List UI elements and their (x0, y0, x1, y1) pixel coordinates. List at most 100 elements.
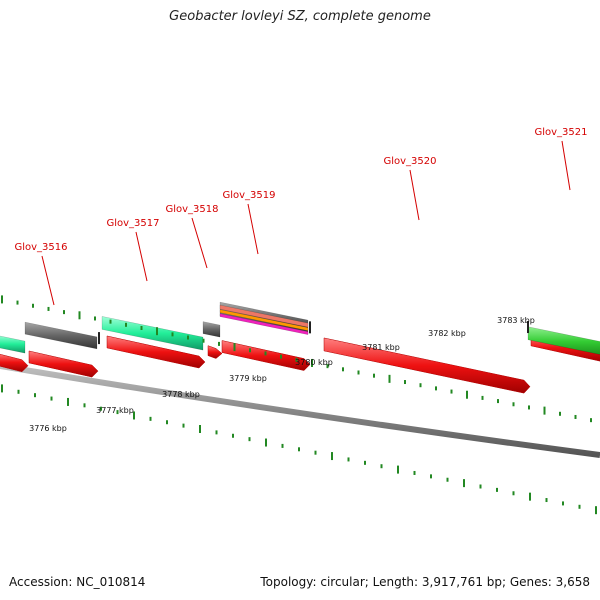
lower-scale-tick (545, 498, 548, 503)
upper-scale-tick (32, 303, 34, 308)
gene-label-glov-3516: Glov_3516 (14, 242, 67, 253)
upper-scale-tick (47, 306, 50, 311)
upper-scale-tick (342, 367, 344, 372)
upper-scale-tick (78, 311, 81, 320)
lower-scale-tick (529, 492, 531, 501)
lower-scale-tick (182, 423, 185, 428)
upper-scale-tick (543, 406, 546, 415)
upper-scale-tick (435, 386, 437, 391)
gene-label-leader (409, 169, 420, 221)
lower-scale-tick (397, 465, 399, 474)
cds-end-cap (527, 321, 529, 334)
upper-scale-tick (574, 414, 577, 419)
cds-forward-glov-3515 (0, 353, 29, 373)
map-title: Geobacter lovleyi SZ, complete genome (169, 9, 431, 24)
upper-scale-tick (497, 399, 499, 404)
lower-scale-tick (512, 491, 515, 496)
upper-scale-tick (419, 383, 422, 388)
upper-scale-tick (140, 326, 143, 331)
gene-label-leader (135, 231, 148, 282)
genome-backbone (0, 363, 600, 458)
cds-reverse-gray-glov-3518 (202, 321, 221, 338)
lower-scale-tick (149, 416, 152, 421)
cds-reverse-cyan-glov-3517 (101, 316, 204, 351)
upper-scale-tick (125, 322, 127, 327)
upper-scale-tick (218, 341, 220, 346)
gene-label-glov-3518: Glov_3518 (165, 204, 218, 215)
cds-reverse-gray-glov-3516 (24, 321, 98, 350)
scale-label-3778: 3778 kbp (162, 390, 200, 399)
lower-scale-tick (166, 420, 168, 425)
gene-label-leader (561, 140, 571, 191)
gene-label-leader (247, 203, 259, 255)
lower-scale-tick (83, 403, 86, 408)
lower-scale-tick (446, 477, 449, 482)
lower-scale-tick (133, 411, 135, 420)
cds-forward-glov-3517 (106, 335, 206, 369)
upper-scale-tick (233, 343, 236, 352)
cds-stripe-salmon (219, 304, 309, 328)
lower-scale-tick (281, 443, 284, 448)
upper-scale-tick (450, 389, 453, 394)
gene-label-glov-3520: Glov_3520 (383, 156, 436, 167)
lower-scale-tick (479, 484, 482, 489)
upper-scale-tick (590, 418, 592, 423)
lower-scale-tick (578, 504, 581, 509)
upper-scale-tick (171, 332, 174, 337)
upper-scale-tick (311, 358, 313, 367)
lower-scale-tick (215, 430, 218, 435)
lower-scale-tick (314, 450, 317, 455)
scale-label-3780: 3780 kbp (295, 358, 333, 367)
lower-scale-tick (34, 393, 36, 398)
cds-stripe-magenta (219, 313, 309, 335)
lower-scale-tick (1, 384, 3, 393)
lower-scale-tick (430, 474, 432, 479)
lower-scale-tick (364, 460, 366, 465)
upper-scale-tick (264, 351, 267, 356)
upper-scale-tick (156, 327, 158, 336)
cds-stripe-orange (219, 309, 309, 331)
lower-scale-tick (67, 397, 69, 406)
lower-scale-tick (232, 433, 234, 438)
gene-label-leader (41, 255, 55, 306)
lower-scale-tick (199, 425, 201, 433)
cds-forward-glov-3520 (323, 337, 531, 394)
gene-label-glov-3519: Glov_3519 (222, 190, 275, 201)
lower-scale-tick (265, 438, 267, 447)
lower-scale-tick (380, 464, 383, 469)
upper-scale-tick (187, 335, 189, 340)
upper-scale-tick (357, 370, 360, 375)
accession-text: Accession: NC_010814 (9, 575, 146, 589)
cds-reverse-green-glov-3521 (527, 326, 600, 355)
scale-label-3777: 3777 kbp (96, 406, 134, 415)
scale-label-3782: 3782 kbp (428, 329, 466, 338)
upper-scale-tick (249, 348, 251, 353)
lower-scale-tick (248, 437, 251, 442)
cds-forward-glov-3519 (221, 340, 311, 371)
upper-scale-tick (63, 310, 65, 315)
lower-scale-tick (100, 406, 102, 411)
lower-scale-tick (562, 501, 564, 506)
cds-end-cap (98, 332, 100, 345)
upper-scale-tick (559, 411, 561, 416)
upper-scale-tick (1, 295, 3, 304)
lower-scale-tick (413, 470, 416, 475)
lower-scale-tick (17, 389, 20, 394)
lower-scale-tick (298, 447, 300, 452)
lower-scale-tick (347, 457, 350, 462)
cds-reverse-cyan-left (0, 335, 26, 354)
upper-scale-tick (202, 338, 205, 343)
cds-forward-glov-3516 (28, 350, 99, 378)
upper-scale-tick (512, 402, 515, 407)
gene-label-glov-3517: Glov_3517 (106, 218, 159, 229)
upper-scale-tick (404, 380, 406, 385)
upper-scale-tick (94, 316, 96, 321)
lower-scale-tick (331, 452, 333, 461)
scale-label-3781: 3781 kbp (362, 343, 400, 352)
genome-summary-text: Topology: circular; Length: 3,917,761 bp… (260, 575, 590, 589)
lower-scale-tick (595, 506, 597, 515)
cds-end-cap (309, 321, 311, 334)
gene-label-glov-3521: Glov_3521 (534, 127, 587, 138)
upper-scale-tick (373, 373, 375, 378)
